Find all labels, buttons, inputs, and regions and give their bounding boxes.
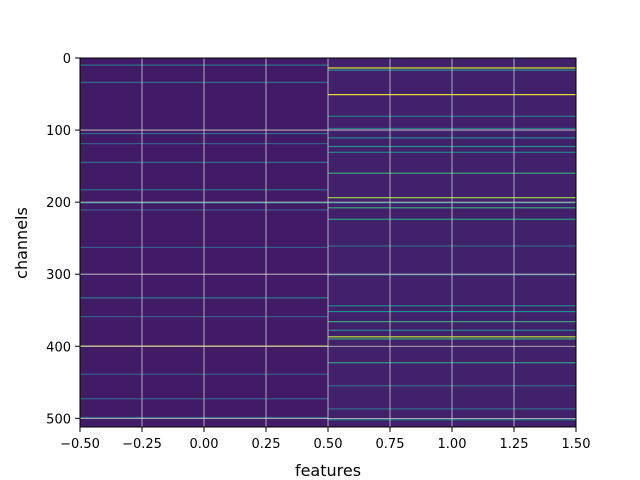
- x-tick-label: 1.25: [500, 437, 529, 452]
- x-tick-label: 0.25: [252, 437, 281, 452]
- x-axis: −0.50 −0.25 0.00 0.25 0.50 0.75 1.00 1.25 1.50: [60, 427, 590, 452]
- y-tick-label: 300: [46, 268, 71, 283]
- y-tick-label: 200: [46, 196, 71, 211]
- y-axis: 0 100 200 300 400 500: [46, 52, 80, 427]
- y-tick-label: 0: [63, 52, 71, 67]
- y-axis-label: channels: [12, 207, 31, 279]
- y-tick-label: 100: [46, 124, 71, 139]
- x-tick-label: 0.75: [376, 437, 405, 452]
- x-tick-label: 1.50: [562, 437, 591, 452]
- x-tick-label: −0.25: [122, 437, 162, 452]
- x-tick-label: 0.00: [190, 437, 219, 452]
- y-tick-label: 500: [46, 412, 71, 427]
- x-tick-label: −0.50: [60, 437, 100, 452]
- x-axis-label: features: [295, 461, 361, 480]
- x-tick-label: 0.50: [314, 437, 343, 452]
- x-tick-label: 1.00: [438, 437, 467, 452]
- plot-area: [79, 57, 577, 428]
- y-tick-label: 400: [46, 340, 71, 355]
